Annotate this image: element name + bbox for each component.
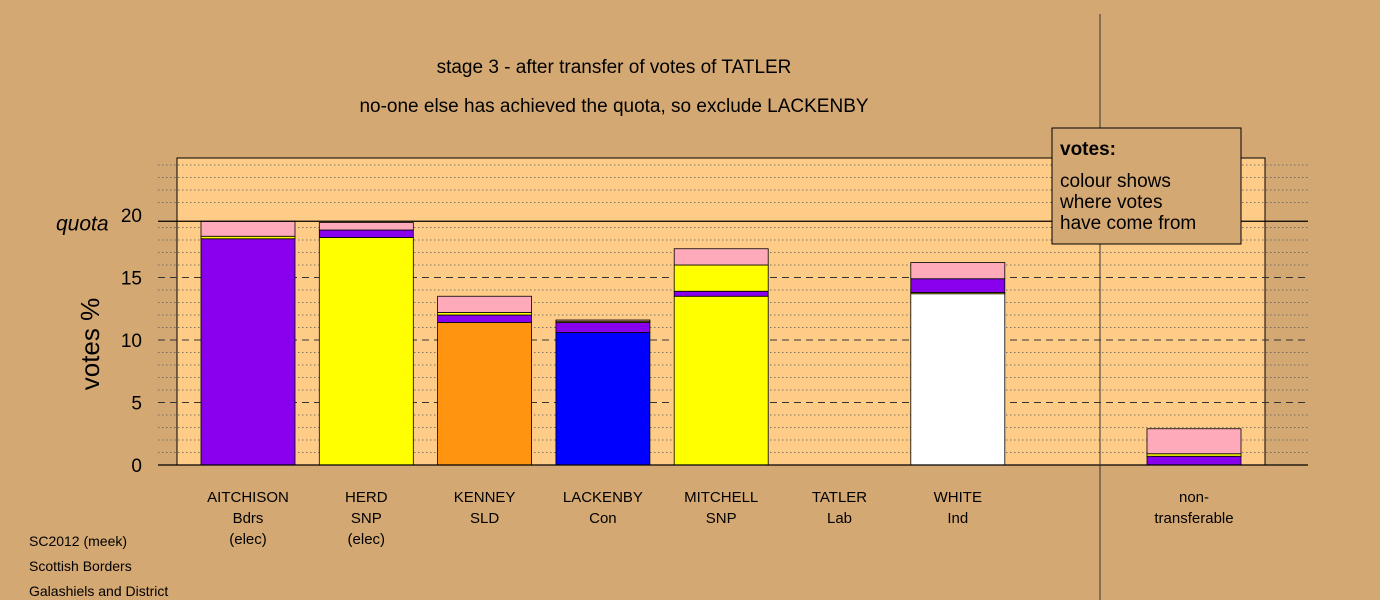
legend-line: colour shows	[1060, 171, 1171, 192]
x-label-lackenby: Con	[589, 510, 617, 527]
bar-segment-herd-lab	[318, 222, 414, 231]
bar-segment-non-transferable-lab	[1146, 428, 1242, 455]
y-axis-ticks: 0 5 10 15 20	[121, 206, 142, 477]
bar-segment-kenney-sld	[437, 322, 533, 466]
bar-segment-lackenby-lab	[555, 319, 651, 322]
y-tick-label: 20	[121, 206, 142, 227]
x-label-mitchell: MITCHELL	[684, 489, 758, 506]
legend-line: have come from	[1060, 213, 1196, 234]
bar-segment-lackenby-bdrs	[555, 322, 651, 333]
bar-segment-herd-bdrs	[318, 229, 414, 238]
y-tick-label: 15	[121, 269, 142, 290]
x-label-herd: (elec)	[348, 531, 386, 548]
chart-title-line1: stage 3 - after transfer of votes of TAT…	[437, 57, 792, 78]
x-label-non-transferable: non-	[1179, 489, 1209, 506]
x-label-white: Ind	[947, 510, 968, 527]
legend-box	[1051, 127, 1242, 245]
y-tick-label: 0	[131, 456, 142, 477]
x-label-non-transferable: transferable	[1154, 510, 1233, 527]
x-label-white: WHITE	[934, 489, 982, 506]
x-label-mitchell: SNP	[706, 510, 737, 527]
bar-segment-white-lab	[910, 262, 1006, 280]
x-label-herd: SNP	[351, 510, 382, 527]
bar-segment-mitchell-lab	[673, 248, 769, 266]
footer-line: Scottish Borders	[29, 558, 132, 574]
y-axis-title: votes %	[75, 298, 105, 391]
candidate-labels: AITCHISON Bdrs (elec) HERD SNP (elec) KENNEY SL…	[207, 489, 1233, 548]
footer-line: Galashiels and District	[29, 583, 168, 599]
y-tick-label: 10	[121, 331, 142, 352]
x-label-kenney: KENNEY	[454, 489, 516, 506]
x-label-aitchison: AITCHISON	[207, 489, 289, 506]
bar-segment-white-ind	[910, 293, 1006, 466]
bar-segment-white-bdrs	[910, 278, 1006, 293]
legend: votes: colour shows where votes have com…	[1051, 127, 1242, 245]
bar-segment-kenney-bdrs	[437, 314, 533, 323]
x-label-aitchison: (elec)	[229, 531, 267, 548]
quota-label: quota	[56, 212, 109, 235]
bar-segment-aitchison-bdrs	[200, 238, 296, 466]
chart-title-line2: no-one else has achieved the quota, so e…	[359, 96, 868, 117]
footer-line: SC2012 (meek)	[29, 533, 127, 549]
bar-segment-mitchell-bdrs	[673, 290, 769, 297]
x-label-lackenby: LACKENBY	[563, 489, 643, 506]
bars-group	[200, 220, 1242, 466]
x-label-tatler: Lab	[827, 510, 852, 527]
bar-segment-aitchison-lab	[200, 220, 296, 237]
x-label-herd: HERD	[345, 489, 388, 506]
legend-heading: votes:	[1060, 139, 1116, 160]
bar-segment-mitchell-snp	[673, 295, 769, 466]
legend-line: where votes	[1059, 192, 1162, 213]
bar-segment-lackenby-con	[555, 332, 651, 466]
bar-segment-kenney-lab	[437, 295, 533, 313]
x-label-aitchison: Bdrs	[233, 510, 264, 527]
bar-segment-herd-snp	[318, 237, 414, 466]
y-tick-label: 5	[131, 394, 142, 415]
bar-segment-non-transferable-bdrs	[1146, 455, 1242, 466]
x-label-kenney: SLD	[470, 510, 499, 527]
x-label-tatler: TATLER	[812, 489, 867, 506]
bar-segment-mitchell-snp	[673, 264, 769, 292]
